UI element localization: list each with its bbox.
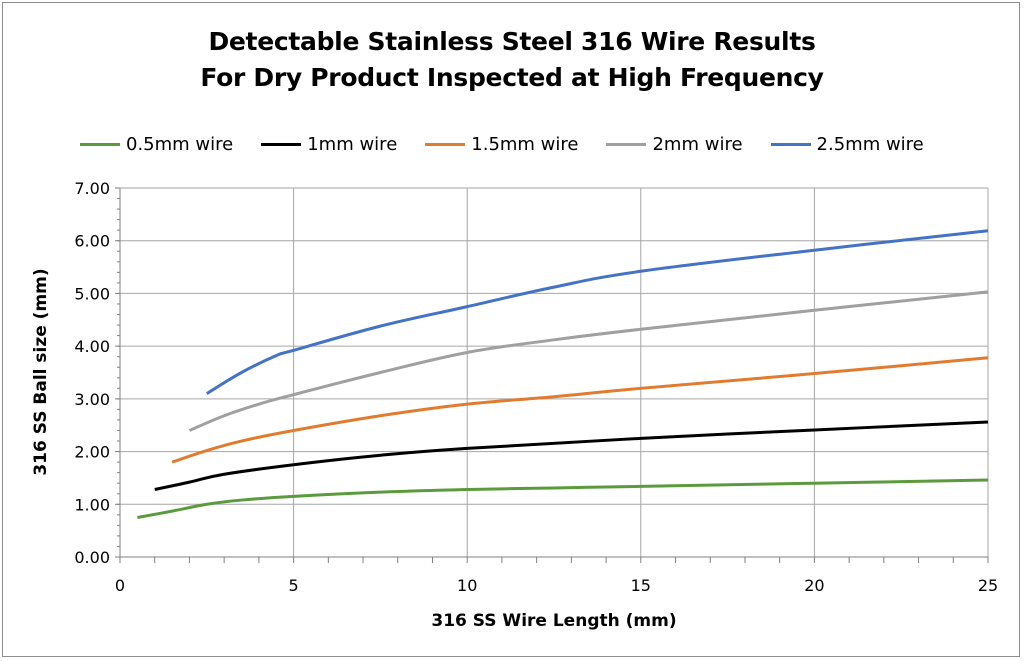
legend-label: 0.5mm wire — [126, 133, 234, 155]
x-tick-label: 20 — [804, 576, 824, 595]
chart-title-block: Detectable Stainless Steel 316 Wire Resu… — [0, 24, 1024, 96]
legend-item-0.5mm-wire: 0.5mm wire — [80, 134, 233, 155]
legend-swatch — [80, 142, 120, 146]
y-tick-label: 5.00 — [74, 284, 110, 303]
series-line-2mm-wire — [188, 290, 989, 432]
x-tick-label: 5 — [289, 576, 299, 595]
legend-swatch — [770, 142, 811, 146]
legend-swatch — [606, 142, 647, 146]
legend-item-2mm-wire: 2mm wire — [606, 133, 743, 155]
legend-label: 2mm wire — [652, 133, 743, 155]
y-axis-title: 316 SS Ball size (mm) — [31, 268, 51, 475]
legend-label: 1mm wire — [307, 133, 398, 155]
series-line-1.5mm-wire — [171, 356, 989, 464]
legend-item-1mm-wire: 1mm wire — [261, 134, 397, 155]
legend-label: 1.5mm wire — [471, 133, 579, 155]
y-tick-label: 0.00 — [74, 548, 110, 567]
y-tick-label: 6.00 — [74, 232, 110, 251]
legend-swatch — [425, 142, 466, 146]
series-lines — [137, 229, 989, 519]
y-tick-label: 3.00 — [74, 390, 110, 409]
legend-label: 2.5mm wire — [816, 133, 924, 155]
series-line-2.5mm-wire — [206, 229, 989, 395]
y-tick-label: 1.00 — [74, 495, 110, 514]
y-tick-label: 2.00 — [74, 443, 110, 462]
chart-legend: 0.5mm wire 1mm wire 1.5mm wire 2mm wire … — [80, 132, 952, 156]
y-tick-label: 7.00 — [74, 179, 110, 198]
legend-item-2.5mm-wire: 2.5mm wire — [770, 133, 924, 155]
legend-swatch — [261, 142, 302, 146]
y-tick-label: 4.00 — [74, 337, 110, 356]
x-tick-label: 0 — [115, 576, 125, 595]
chart-subtitle: For Dry Product Inspected at High Freque… — [200, 63, 824, 92]
chart-title: Detectable Stainless Steel 316 Wire Resu… — [208, 27, 816, 56]
x-tick-label: 15 — [631, 576, 651, 595]
tick-labels: 0.00 1.00 2.00 3.00 4.00 5.00 6.00 7.00 0 5 10 15 20… — [74, 179, 998, 595]
axes — [115, 187, 989, 563]
x-tick-label: 10 — [457, 576, 477, 595]
legend-item-1.5mm-wire: 1.5mm wire — [425, 134, 578, 155]
x-tick-label: 25 — [978, 576, 998, 595]
series-line-1mm-wire — [154, 420, 989, 491]
gridlines — [120, 187, 989, 557]
series-line-0.5mm-wire — [137, 478, 989, 519]
x-axis-title: 316 SS Wire Length (mm) — [431, 611, 676, 631]
